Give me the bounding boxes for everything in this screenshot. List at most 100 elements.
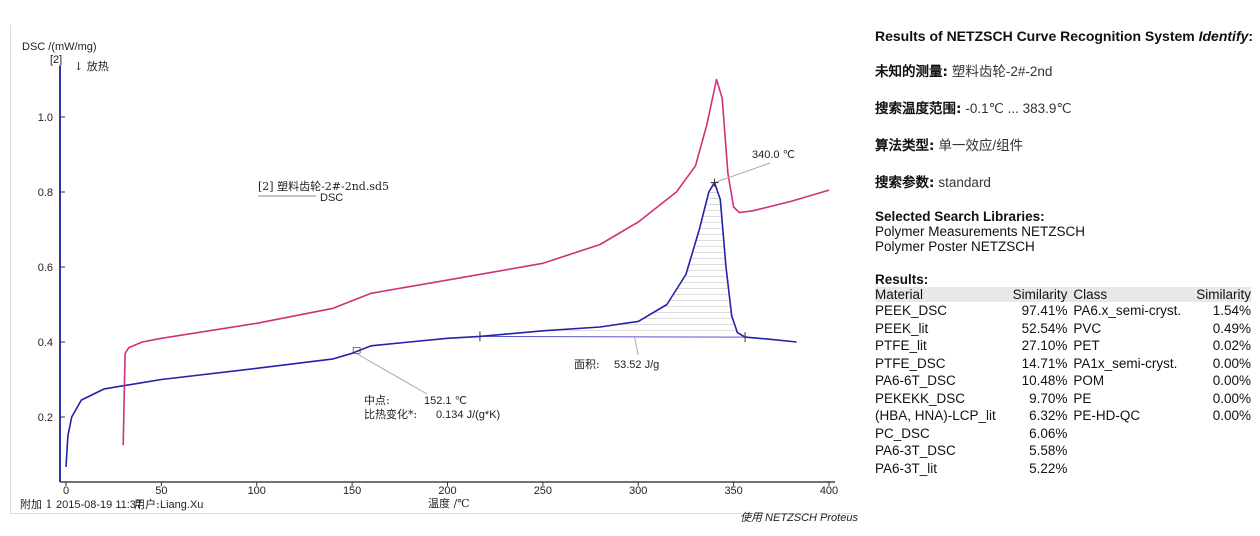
material-similarity: 52.54% [1021, 320, 1068, 336]
class: PA6.x_semi-cryst. [1073, 303, 1182, 318]
footer-user: Liang.Xu [160, 499, 203, 511]
y-axis-label: DSC /(mW/mg) [22, 41, 97, 53]
param-value: -0.1℃ ... 383.9℃ [965, 101, 1072, 116]
param-value: standard [938, 175, 991, 190]
x-tick-label: 200 [438, 485, 456, 497]
series-line-sample [65, 181, 797, 467]
y-tick-label: 0.2 [38, 412, 53, 424]
class [1073, 460, 1191, 478]
class-similarity [1191, 425, 1251, 443]
material: PA6-3T_DSC [875, 443, 956, 458]
table-row: PA6-6T_DSC 10.48% POM 0.00% [875, 372, 1251, 390]
param-label: 算法类型: [875, 138, 935, 154]
x-tick-label: 50 [155, 485, 167, 497]
class [1073, 442, 1191, 460]
results-table: Material Similarity Class Similarity PEE… [875, 287, 1251, 477]
peak-marker [710, 178, 719, 187]
x-tick-label: 300 [629, 485, 647, 497]
table-row: PEEK_lit 52.54% PVC 0.49% [875, 320, 1251, 338]
class [1073, 425, 1191, 443]
param-label: 搜索参数: [875, 175, 935, 191]
search-param: 算法类型: 单一效应/组件 [875, 134, 1255, 154]
material-similarity: 97.41% [1021, 303, 1068, 318]
material: PC_DSC [875, 425, 930, 441]
peak-leader [714, 162, 771, 184]
glass-leader [355, 352, 428, 395]
class-similarity [1191, 460, 1251, 478]
footer-user-label: 用户: [134, 497, 160, 511]
area-value: 53.52 J/g [614, 359, 659, 371]
material: (HBA, HNA)-LCP_lit [875, 408, 996, 423]
legend-file: [2] 塑料齿轮-2#-2nd.sd5 [258, 179, 389, 193]
material: PTFE_DSC [875, 355, 946, 371]
material-similarity: 6.06% [1029, 425, 1068, 441]
class-similarity: 0.00% [1212, 390, 1251, 406]
table-row: PA6-3T_DSC 5.58% [875, 442, 1251, 460]
watermark: 使用 NETZSCH Proteus 软件创 [740, 511, 860, 524]
glass-mid-label: 中点: [364, 394, 390, 407]
class-similarity: 0.02% [1212, 338, 1251, 353]
material-similarity: 5.22% [1029, 460, 1068, 476]
param-label: 未知的测量: [875, 64, 948, 80]
header-similarity: Similarity [1006, 287, 1074, 302]
class-similarity [1191, 442, 1251, 460]
peak-label: 340.0 ℃ [752, 149, 795, 161]
material: PTFE_lit [875, 338, 927, 353]
class-similarity: 0.49% [1212, 320, 1251, 336]
results-title: Results: [875, 272, 929, 287]
class: PE [1073, 390, 1092, 406]
material-similarity: 6.32% [1029, 408, 1068, 423]
table-row: (HBA, HNA)-LCP_lit 6.32% PE-HD-QC 0.00% [875, 407, 1251, 425]
identify-results-panel: Results of NETZSCH Curve Recognition Sys… [875, 28, 1255, 477]
class: PVC [1073, 320, 1102, 336]
header-class: Class [1073, 287, 1192, 302]
table-row: PTFE_DSC 14.71% PA1x_semi-cryst. 0.00% [875, 355, 1251, 373]
material: PA6-3T_lit [875, 460, 938, 476]
material-similarity: 27.10% [1021, 338, 1068, 353]
table-row: PEEK_DSC 97.41% PA6.x_semi-cryst. 1.54% [875, 302, 1251, 320]
y-tick-label: 0.4 [38, 337, 53, 349]
legend-name: DSC [320, 192, 343, 204]
area-label: 面积: [574, 358, 600, 371]
search-param: 搜索参数: standard [875, 171, 1255, 191]
results-heading: Results of NETZSCH Curve Recognition Sys… [875, 28, 1255, 44]
material: PEEK_lit [875, 320, 929, 336]
material: PA6-6T_DSC [875, 373, 956, 388]
dsc-chart-panel [10, 25, 853, 514]
heading-text: Results of NETZSCH Curve Recognition Sys… [875, 28, 1199, 44]
x-tick-label: 0 [63, 485, 69, 497]
class: POM [1073, 373, 1105, 388]
search-param: 搜索温度范围: -0.1℃ ... 383.9℃ [875, 97, 1255, 117]
x-tick-label: 350 [724, 485, 742, 497]
library-2: Polymer Poster NETZSCH [875, 239, 1035, 254]
footer-appendix: 附加 1 [20, 497, 53, 511]
x-axis-label: 温度 /℃ [428, 496, 470, 510]
exo-direction-label: ↓ 放热 [74, 59, 109, 73]
curve-id: [2] [50, 54, 62, 66]
x-tick-label: 250 [534, 485, 552, 497]
class: PE-HD-QC [1073, 408, 1141, 423]
param-value: 单一效应/组件 [938, 138, 1024, 153]
heading-italic: Identify [1198, 28, 1249, 44]
class-similarity: 0.00% [1212, 373, 1251, 388]
material: PEEK_DSC [875, 303, 948, 318]
class-similarity: 0.00% [1212, 408, 1251, 423]
header-class-similarity: Similarity [1191, 287, 1251, 302]
table-row: PTFE_lit 27.10% PET 0.02% [875, 337, 1251, 355]
material: PEKEKK_DSC [875, 390, 966, 406]
library-1: Polymer Measurements NETZSCH [875, 224, 1086, 239]
glass-cp-value: 0.134 J/(g*K) [436, 409, 500, 421]
material-similarity: 9.70% [1029, 390, 1068, 406]
footer-datetime: 2015-08-19 11:37 [56, 499, 142, 511]
glass-cp-label: 比热变化*: [364, 407, 417, 421]
class-similarity: 0.00% [1212, 355, 1251, 371]
param-value: 塑料齿轮-2#-2nd [951, 64, 1053, 79]
y-tick-label: 0.6 [38, 262, 53, 274]
class: PA1x_semi-cryst. [1073, 355, 1178, 371]
series-line-reference [122, 78, 830, 446]
y-tick-label: 1.0 [38, 112, 53, 124]
table-row: PC_DSC 6.06% [875, 425, 1251, 443]
material-similarity: 10.48% [1021, 373, 1068, 388]
param-label: 搜索温度范围: [875, 101, 962, 117]
area-baseline [479, 335, 746, 338]
